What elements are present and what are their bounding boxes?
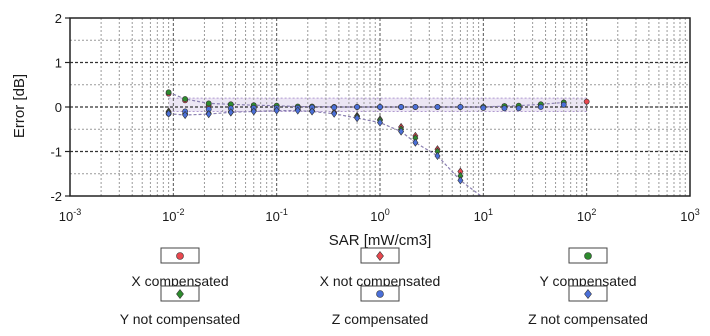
- data-point: [182, 110, 189, 120]
- data-point: [165, 89, 172, 96]
- legend-label: X compensated: [131, 273, 228, 289]
- data-point: [354, 104, 360, 110]
- x-tick-label: 101: [474, 207, 493, 224]
- x-tick-labels: 10-3 10-2 10-1 100 101 102 103: [59, 207, 700, 224]
- series-5: [165, 106, 464, 185]
- data-point: [377, 118, 383, 127]
- legend-marker: [176, 252, 184, 260]
- data-point: [273, 106, 280, 115]
- data-point: [309, 107, 316, 116]
- plot-frame: [65, 17, 691, 197]
- x-tick-label: 10-2: [162, 207, 184, 224]
- data-point: [205, 110, 212, 119]
- data-point: [227, 108, 234, 117]
- trend-not-compensated: [168, 110, 482, 197]
- data-point: [434, 104, 441, 110]
- y-tick-label: 1: [55, 56, 62, 71]
- legend-item: Z not compensated: [528, 285, 648, 327]
- x-axis-label: SAR [mW/cm3]: [329, 232, 432, 249]
- data-point: [250, 107, 257, 116]
- legend-item: Y compensated: [539, 247, 637, 289]
- legend-marker: [584, 252, 592, 260]
- data-point: [398, 104, 404, 110]
- data-point: [331, 104, 338, 111]
- data-point: [457, 104, 464, 110]
- data-point: [377, 104, 383, 110]
- trend-lines: [168, 91, 564, 197]
- x-tick-label: 103: [680, 207, 699, 224]
- legend: X compensated X not compensated Y compensa…: [120, 247, 648, 327]
- data-point: [457, 176, 464, 185]
- data-point: [583, 98, 590, 105]
- legend-marker: [376, 290, 384, 298]
- data-point: [412, 104, 419, 110]
- legend-item: X compensated: [131, 247, 229, 289]
- data-point: [434, 151, 441, 161]
- data-point: [165, 109, 172, 118]
- grid-lines: [69, 18, 690, 196]
- data-point: [515, 105, 522, 112]
- y-tick-label: 0: [55, 100, 62, 115]
- legend-label: Z compensated: [332, 311, 429, 327]
- legend-label: Y compensated: [539, 273, 636, 289]
- data-point: [480, 104, 487, 111]
- x-tick-label: 100: [370, 207, 389, 224]
- legend-label: Y not compensated: [120, 311, 240, 327]
- y-tick-label: -2: [50, 189, 62, 204]
- data-point: [398, 127, 405, 136]
- y-tick-label: 2: [55, 11, 62, 26]
- legend-item: Y not compensated: [120, 285, 240, 327]
- data-point: [331, 109, 338, 118]
- trend-compensated: [168, 91, 564, 108]
- legend-marker: [584, 289, 592, 299]
- data-point: [560, 101, 567, 108]
- data-point: [354, 114, 361, 123]
- legend-label: Z not compensated: [528, 311, 648, 327]
- data-markers: [165, 89, 590, 185]
- data-point: [182, 96, 189, 102]
- x-tick-label: 10-3: [59, 207, 81, 224]
- legend-marker: [176, 289, 184, 299]
- data-point: [294, 106, 301, 115]
- legend-item: Z compensated: [332, 285, 429, 327]
- x-tick-label: 10-1: [265, 207, 287, 224]
- data-point: [205, 100, 212, 107]
- data-point: [412, 138, 419, 147]
- y-tick-labels: 2 1 0 -1 -2: [50, 11, 62, 204]
- data-point: [537, 104, 544, 110]
- x-tick-label: 102: [577, 207, 596, 224]
- legend-item: X not compensated: [320, 247, 441, 289]
- data-point: [501, 105, 508, 112]
- y-tick-label: -1: [50, 145, 62, 160]
- legend-marker: [376, 251, 384, 261]
- legend-label: X not compensated: [320, 273, 441, 289]
- y-axis-label: Error [dB]: [11, 74, 28, 138]
